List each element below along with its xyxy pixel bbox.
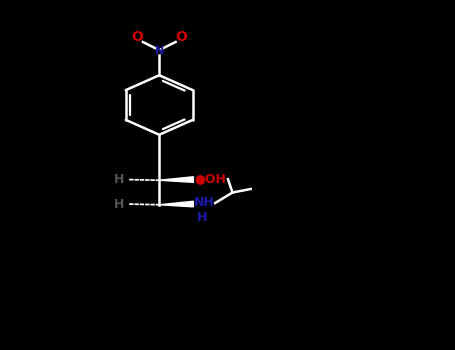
Text: H: H — [113, 173, 124, 186]
Polygon shape — [159, 201, 193, 207]
Text: O: O — [175, 30, 187, 44]
Text: NH: NH — [194, 196, 215, 210]
Text: ●OH: ●OH — [194, 172, 226, 185]
Text: H: H — [197, 211, 207, 224]
Text: N: N — [155, 46, 164, 56]
Text: H: H — [113, 197, 124, 211]
Text: O: O — [131, 30, 143, 44]
Polygon shape — [159, 177, 193, 182]
